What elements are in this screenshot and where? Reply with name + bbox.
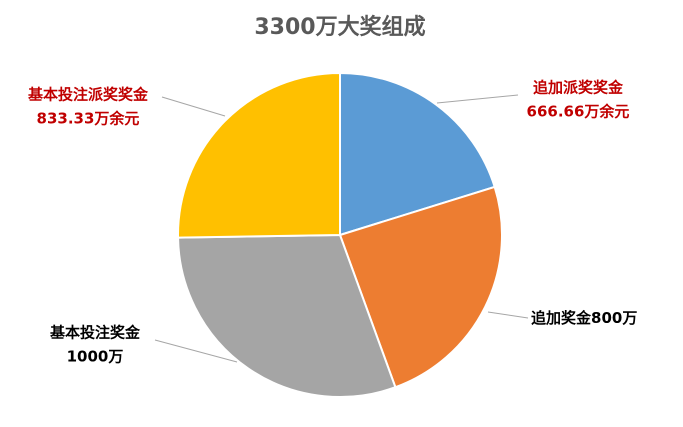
chart-title: 3300万大奖组成 — [254, 14, 425, 40]
pie-slice — [177, 233, 397, 398]
leader-line — [161, 96, 226, 117]
value-label: 833.33万余元 — [37, 110, 140, 128]
value-label: 1000万 — [67, 348, 124, 366]
data-label: 追加奖金800万 — [531, 309, 637, 327]
value-label: 666.66万余元 — [527, 103, 630, 121]
category-label: 基本投注派奖奖金 — [27, 86, 149, 104]
leader-line — [487, 311, 529, 319]
leader-line — [154, 339, 238, 363]
leader-line — [436, 94, 519, 104]
category-label: 追加派奖奖金 — [533, 79, 624, 97]
category-label: 追加奖金 — [531, 309, 592, 327]
pie-slice — [339, 71, 496, 237]
pie-slice — [177, 71, 341, 239]
value-label: 800万 — [591, 309, 637, 327]
category-label: 基本投注奖金 — [49, 324, 141, 342]
pie-slice — [338, 185, 503, 389]
